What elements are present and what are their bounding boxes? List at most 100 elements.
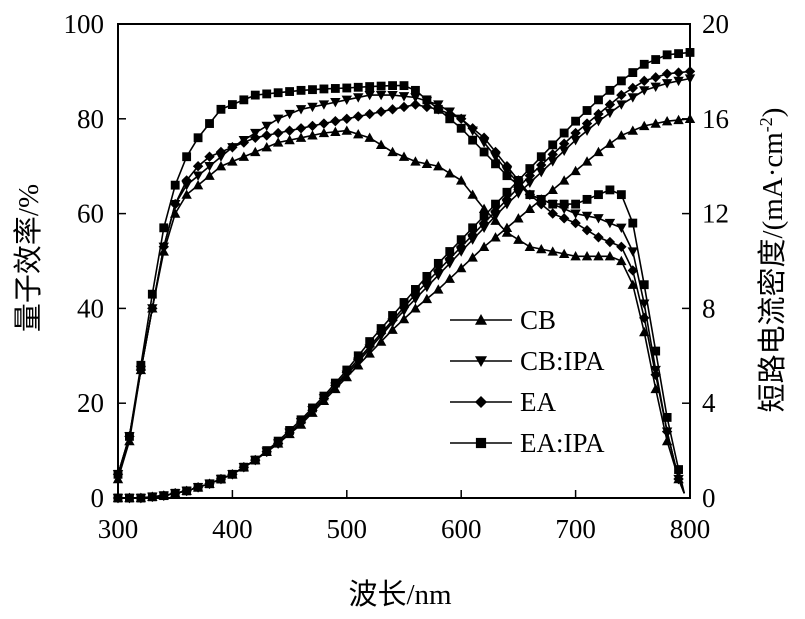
data-point <box>616 255 627 266</box>
data-point <box>651 346 661 356</box>
data-point <box>558 248 570 259</box>
data-point <box>525 164 535 173</box>
data-point <box>627 125 638 135</box>
data-point <box>558 213 570 224</box>
data-point <box>468 135 478 145</box>
data-point <box>215 146 227 158</box>
y-left-tick-label: 80 <box>77 104 104 134</box>
data-point <box>478 241 490 251</box>
data-point <box>273 436 283 446</box>
data-point <box>399 298 409 307</box>
data-point <box>628 68 638 78</box>
data-point <box>342 83 352 93</box>
y-right-tick-label: 12 <box>702 199 729 229</box>
data-point <box>375 106 387 117</box>
data-point <box>536 167 547 178</box>
data-point <box>581 224 593 236</box>
data-point <box>570 165 581 176</box>
data-point <box>319 391 329 401</box>
y-left-tick-label: 20 <box>77 388 104 418</box>
data-point <box>296 415 306 425</box>
data-point <box>594 95 603 105</box>
x-tick-label: 800 <box>670 514 711 544</box>
data-point <box>272 114 284 124</box>
data-point <box>490 206 501 217</box>
data-point <box>215 152 227 162</box>
data-point <box>467 189 478 199</box>
data-point <box>181 175 192 186</box>
data-point <box>216 104 226 114</box>
data-point <box>192 179 204 190</box>
y-left-axis-label: 量子效率/% <box>12 184 45 332</box>
data-point <box>295 132 307 142</box>
data-point <box>387 324 398 334</box>
data-point <box>445 247 455 256</box>
data-point <box>433 258 443 268</box>
y-right-axis-label-end: ) <box>757 108 789 118</box>
data-point <box>444 168 455 178</box>
series-jsc-ea-ipa <box>113 48 695 503</box>
data-point <box>353 351 363 361</box>
data-point <box>490 232 501 242</box>
data-point <box>639 312 650 324</box>
data-point <box>673 67 684 78</box>
data-point <box>238 151 250 161</box>
plot-frame <box>117 23 691 499</box>
data-point <box>376 81 386 91</box>
data-point <box>388 311 397 320</box>
data-point <box>375 90 387 101</box>
data-point <box>650 118 661 128</box>
data-point <box>272 137 284 147</box>
data-point <box>639 280 649 290</box>
data-point <box>639 59 649 69</box>
data-point <box>330 115 341 127</box>
data-point <box>593 251 604 261</box>
data-point <box>673 114 684 125</box>
data-point <box>284 134 295 145</box>
data-point <box>548 199 558 209</box>
data-point <box>387 104 398 115</box>
data-point <box>295 123 307 134</box>
data-point <box>353 82 363 92</box>
data-point <box>524 170 536 181</box>
data-point <box>182 152 192 162</box>
data-point <box>684 74 696 84</box>
data-point <box>284 109 295 120</box>
data-point <box>444 253 455 264</box>
data-point <box>536 194 547 204</box>
data-point <box>159 223 169 233</box>
data-point <box>353 111 364 122</box>
data-point <box>593 146 604 157</box>
data-point <box>422 271 432 281</box>
data-point <box>387 90 398 101</box>
data-point <box>627 93 638 103</box>
data-point <box>513 189 524 199</box>
data-point <box>125 431 134 441</box>
data-point <box>513 234 524 244</box>
data-point <box>684 66 696 77</box>
y-right-tick-label: 4 <box>702 388 716 418</box>
data-point <box>467 252 478 262</box>
data-point <box>456 113 467 124</box>
data-point <box>205 119 214 128</box>
data-point <box>570 217 581 229</box>
data-point <box>433 284 444 294</box>
data-point <box>250 90 260 100</box>
data-point <box>456 123 466 133</box>
series-layer <box>112 48 696 504</box>
data-point <box>307 102 318 113</box>
y-left-tick-label: 100 <box>64 9 105 39</box>
data-point <box>204 151 215 162</box>
x-tick-label: 300 <box>98 514 139 544</box>
data-point <box>113 469 123 479</box>
data-point <box>662 413 672 422</box>
data-point <box>421 293 433 304</box>
data-point <box>604 236 616 248</box>
data-point <box>192 161 204 172</box>
data-point <box>456 262 467 273</box>
data-point <box>547 149 558 160</box>
data-point <box>262 446 272 456</box>
data-point <box>491 159 500 169</box>
data-point <box>468 223 478 233</box>
data-point <box>239 462 249 472</box>
